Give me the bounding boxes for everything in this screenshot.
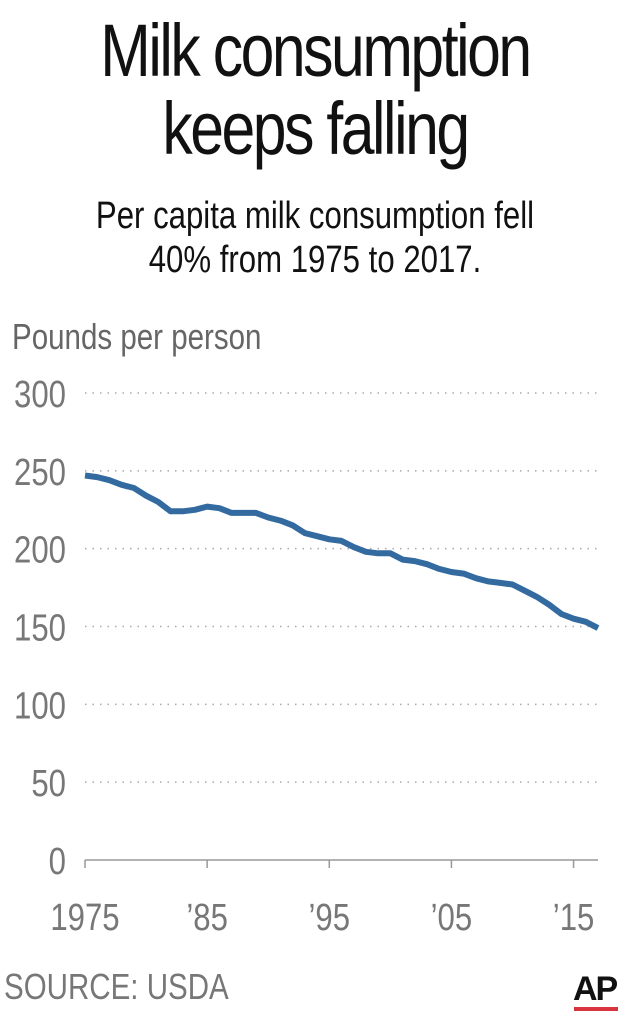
ap-logo: AP — [573, 970, 618, 1008]
y-tick-label: 150 — [14, 608, 66, 650]
chart-title: Milk consumption keeps falling — [100, 9, 532, 170]
series-line — [84, 472, 600, 631]
y-tick-label: 0 — [49, 841, 66, 883]
source-note: SOURCE: USDA — [4, 966, 229, 1007]
x-tick-label: 1975 — [50, 897, 119, 939]
y-tick-label: 50 — [31, 763, 66, 805]
x-tick-label: ’05 — [431, 897, 473, 939]
y-tick-label: 200 — [14, 530, 66, 572]
y-tick-label: 250 — [14, 452, 66, 494]
y-tick-label: 100 — [14, 686, 66, 728]
y-axis-label: Pounds per person — [12, 316, 262, 357]
y-tick-label: 300 — [14, 374, 66, 416]
x-tick-label: ’15 — [553, 897, 595, 939]
chart-subtitle: Per capita milk consumption fell 40% fro… — [95, 195, 535, 281]
x-tick-label: ’95 — [308, 897, 350, 939]
x-tick-label: ’85 — [186, 897, 228, 939]
ap-logo-underline — [574, 1007, 618, 1011]
